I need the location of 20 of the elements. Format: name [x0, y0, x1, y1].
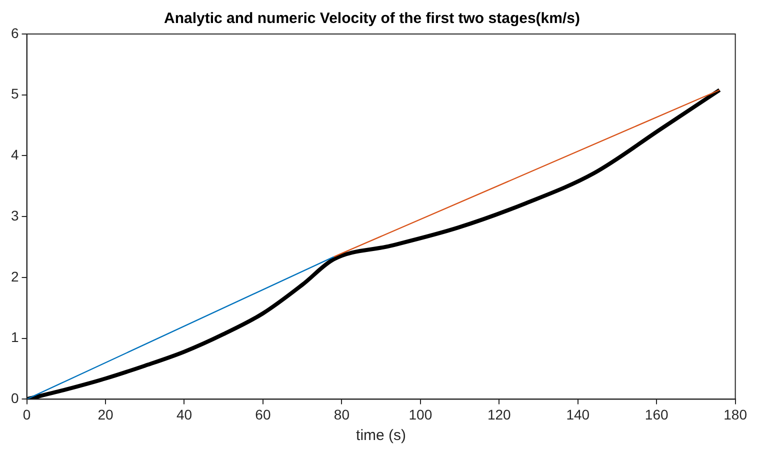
x-tick-label: 160	[644, 406, 668, 422]
line-series	[26, 88, 722, 400]
x-tick-label: 140	[566, 406, 590, 422]
y-tick-label: 4	[10, 146, 19, 163]
y-tick-label: 5	[10, 86, 19, 102]
x-tick-label: 100	[408, 406, 432, 422]
y-tick-label: 3	[10, 207, 19, 224]
y-tick-label: 1	[10, 329, 19, 346]
y-tick-label: 2	[10, 268, 19, 284]
x-tick-label: 40	[176, 406, 192, 422]
x-tick-label: 20	[98, 406, 114, 422]
x-tick-label: 80	[334, 406, 350, 422]
x-tick-label: 120	[487, 406, 512, 422]
y-tick-label: 0	[10, 390, 19, 406]
x-tick-label: 180	[724, 406, 748, 422]
y-tick-label: 6	[10, 24, 19, 41]
chart-title: Analytic and numeric Velocity of the first two stages(km/s)	[164, 10, 580, 28]
x-tick-label: 0	[22, 406, 31, 422]
x-tick-label: 60	[255, 406, 271, 422]
x-axis-title: time (s)	[356, 427, 406, 444]
